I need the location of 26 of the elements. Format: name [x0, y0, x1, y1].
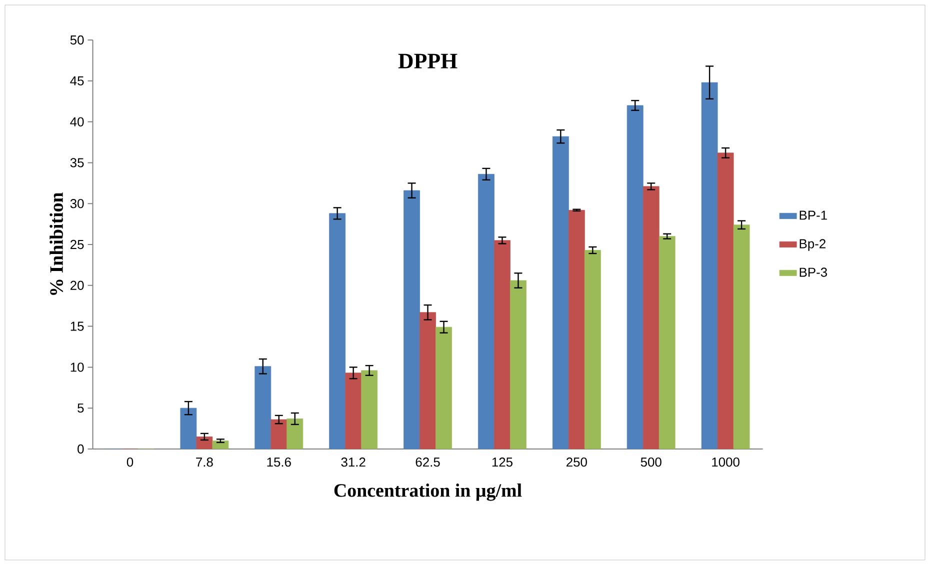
- y-tick-label: 35: [70, 158, 84, 168]
- y-tick-label: 0: [78, 444, 84, 454]
- y-tick-label: 5: [78, 404, 84, 413]
- x-tick-label: 500: [640, 458, 662, 467]
- y-axis-title: % Inhibition: [50, 192, 64, 295]
- y-tick-label: 30: [70, 199, 84, 208]
- chart-title: DPPH: [398, 54, 458, 68]
- y-tick-label: 20: [70, 280, 84, 290]
- x-tick-label: 125: [492, 458, 512, 467]
- y-tick-label: 45: [70, 76, 84, 86]
- x-tick-label: 250: [566, 458, 587, 467]
- x-tick-label: 31.2: [341, 458, 366, 467]
- y-tick-label: 40: [70, 117, 84, 126]
- x-axis-title: Concentration in µg/ml: [334, 484, 522, 501]
- y-tick-label: 10: [70, 362, 84, 372]
- legend-label: Bp-2: [800, 239, 826, 251]
- x-tick-label: 62.5: [416, 458, 440, 467]
- x-tick-label: 1000: [712, 458, 740, 467]
- y-tick-label: 15: [70, 322, 84, 331]
- x-tick-label: 15.6: [267, 458, 291, 467]
- x-tick-label: 0: [126, 458, 134, 467]
- y-tick-label: 25: [70, 240, 84, 250]
- x-tick-label: 7.8: [196, 458, 213, 467]
- legend-label: BP-3: [800, 268, 827, 277]
- legend-label: BP-1: [800, 210, 827, 220]
- y-tick-label: 50: [70, 35, 84, 45]
